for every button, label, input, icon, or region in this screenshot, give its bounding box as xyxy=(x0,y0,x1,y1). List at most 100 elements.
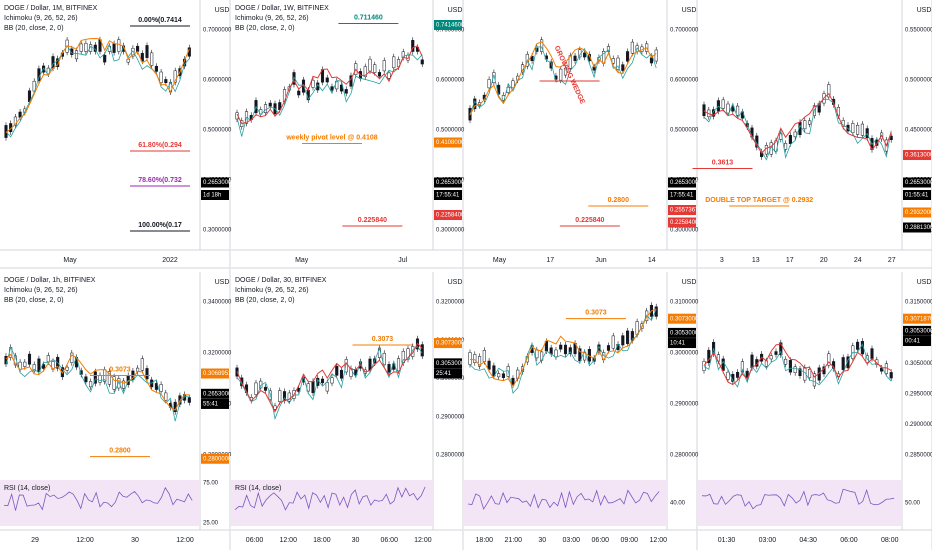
price-tag xyxy=(903,336,931,347)
time-label: 24 xyxy=(854,257,862,264)
rsi-pane xyxy=(231,480,433,526)
price-label: 0.4500000 xyxy=(905,128,932,134)
price-tag-text: 0.2258400 xyxy=(436,213,465,219)
chart-label: 100.00%(0.17 xyxy=(138,222,182,229)
price-tag-text: 0.3068951 xyxy=(203,371,232,377)
candle xyxy=(79,43,83,52)
indicator-line xyxy=(703,98,892,161)
price-tag-text: 0.3613000 xyxy=(905,153,932,159)
rsi-line xyxy=(234,486,426,511)
candle xyxy=(325,382,329,392)
candle xyxy=(32,364,36,372)
indicator-line xyxy=(236,345,423,421)
candle xyxy=(487,79,491,89)
candle xyxy=(311,79,315,88)
candle xyxy=(626,51,630,62)
candle xyxy=(368,358,372,371)
candle xyxy=(630,331,634,341)
candle xyxy=(649,57,654,64)
price-tag xyxy=(434,20,462,30)
candle xyxy=(330,86,334,91)
candle xyxy=(793,131,797,138)
price-tag-text: 0.3053000 xyxy=(436,361,465,367)
rsi-axis-label: 50.00 xyxy=(905,501,921,507)
price-tag-text: 0.2653000 xyxy=(203,180,232,186)
candle xyxy=(154,65,158,72)
indicator-line xyxy=(703,343,892,388)
chart-label: DOUBLE TOP TARGET @ 0.2932 xyxy=(705,197,813,204)
candle xyxy=(377,72,382,77)
rsi-axis-label: 40.00 xyxy=(670,501,686,507)
candle xyxy=(760,151,764,158)
price-tag-text: 17:55:41 xyxy=(670,193,694,199)
candle xyxy=(121,380,126,389)
price-label: 0.2900000 xyxy=(436,414,465,420)
axis-unit: USD xyxy=(448,7,463,14)
chart-label: 0.711460 xyxy=(354,14,383,21)
candle xyxy=(27,353,32,365)
rsi-axis-label: 75.00 xyxy=(203,481,219,487)
candle xyxy=(278,102,282,111)
candle xyxy=(287,392,291,402)
time-label: 12:00 xyxy=(650,537,668,544)
candle xyxy=(554,349,558,358)
candle xyxy=(559,344,563,350)
candle xyxy=(841,357,845,370)
time-label: 12:00 xyxy=(279,537,297,544)
time-label: 12:00 xyxy=(414,537,432,544)
rsi-pane xyxy=(0,480,200,526)
time-label: Jul xyxy=(398,257,407,264)
candle xyxy=(268,102,272,107)
price-tag-text: 0.3073000 xyxy=(436,341,465,347)
candle xyxy=(112,376,116,390)
price-tag xyxy=(668,190,696,200)
price-tag xyxy=(903,190,931,200)
candle xyxy=(774,351,778,355)
price-label: 0.6000000 xyxy=(203,78,232,84)
candle xyxy=(889,372,893,379)
time-label: 03:00 xyxy=(563,537,581,544)
time-label: May xyxy=(63,257,77,264)
candle xyxy=(492,72,496,84)
price-label: 0.7000000 xyxy=(670,28,699,34)
price-label: 0.3200000 xyxy=(436,300,465,306)
price-tag-text: 0.2800000 xyxy=(203,456,232,462)
price-tag-text: 0.2557367 xyxy=(670,208,699,214)
time-label: 03:00 xyxy=(759,537,777,544)
candle xyxy=(817,103,821,113)
price-tag xyxy=(903,207,931,218)
candle xyxy=(511,80,515,89)
candle xyxy=(140,52,144,62)
candle xyxy=(812,373,816,387)
candle xyxy=(344,359,348,373)
time-label: 09:00 xyxy=(621,537,639,544)
price-tag-text: 0.2932000 xyxy=(905,210,932,216)
candle xyxy=(387,72,391,79)
candle xyxy=(311,381,315,394)
header-line: BB (20, close, 2, 0) xyxy=(235,25,295,32)
candle xyxy=(856,341,860,350)
candle xyxy=(616,57,620,70)
candle xyxy=(721,99,725,109)
candle xyxy=(860,123,864,136)
candle xyxy=(325,77,329,83)
rsi-line xyxy=(3,486,193,511)
candle xyxy=(263,386,268,391)
ma-line xyxy=(5,353,190,411)
candle xyxy=(145,368,149,380)
candle xyxy=(798,368,802,376)
axis-unit: USD xyxy=(215,279,230,286)
price-tag xyxy=(903,150,931,160)
time-label: 27 xyxy=(888,257,896,264)
time-label: 06:00 xyxy=(246,537,264,544)
time-label: May xyxy=(493,257,507,264)
candle xyxy=(98,375,102,383)
price-tag-text: 25:41 xyxy=(436,371,452,377)
candle xyxy=(320,378,325,384)
candle xyxy=(363,66,367,78)
price-tag-text: 0.2258400 xyxy=(670,220,699,226)
candle xyxy=(392,56,396,69)
candle xyxy=(145,45,149,58)
axis-unit: USD xyxy=(448,279,463,286)
